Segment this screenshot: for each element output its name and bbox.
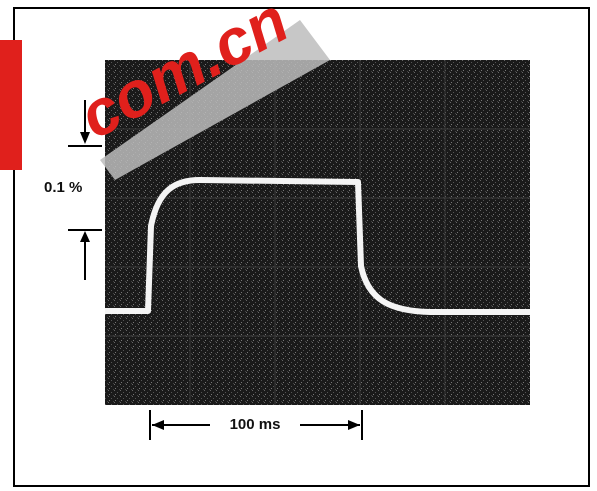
amplitude-label: 0.1 % <box>44 179 82 196</box>
amplitude-marker <box>68 100 102 280</box>
scope-screen <box>105 60 530 405</box>
waveform <box>105 177 530 315</box>
frame <box>13 7 590 487</box>
time-marker <box>149 410 363 440</box>
time-label: 100 ms <box>230 416 281 433</box>
